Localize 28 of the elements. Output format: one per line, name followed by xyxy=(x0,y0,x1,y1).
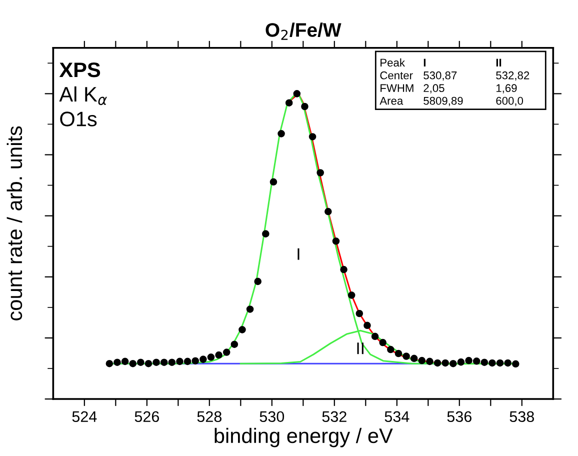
text: Center xyxy=(380,71,413,80)
annotation: O1s xyxy=(60,112,97,126)
annotation: II xyxy=(357,342,364,354)
chart-title: O$_{2}$/Fe/W xyxy=(266,22,342,40)
x-tick-label: 524 xyxy=(72,411,97,422)
x-tick-label: 526 xyxy=(134,411,159,422)
text: 532,82 xyxy=(496,71,530,81)
annotation: 600,0 xyxy=(496,96,524,106)
annotation: I xyxy=(298,248,300,260)
text: XPS xyxy=(59,62,100,78)
text: 530,87 xyxy=(424,71,457,81)
text: 1,69 xyxy=(496,84,517,94)
text: 2,05 xyxy=(424,84,444,94)
x-tick-label: 538 xyxy=(510,411,534,422)
x-tick-label: 536 xyxy=(447,411,472,422)
y-axis-title: count rate / arb. units xyxy=(6,126,22,320)
x-axis-title: binding energy / eV xyxy=(214,428,393,448)
text: I xyxy=(424,58,426,66)
text: Peak xyxy=(380,58,405,67)
x-tick-label: 528 xyxy=(197,411,222,422)
annotation: 5809,89 xyxy=(424,96,463,106)
text: II xyxy=(496,58,502,66)
annotation: Al K$_{α}$ xyxy=(59,86,107,106)
x-tick-label: 530 xyxy=(260,411,284,422)
x-tick-label: 534 xyxy=(384,411,410,422)
x-tick-label: 532 xyxy=(322,411,346,422)
annotation: Area xyxy=(380,97,404,105)
text: FWHM xyxy=(380,84,414,92)
